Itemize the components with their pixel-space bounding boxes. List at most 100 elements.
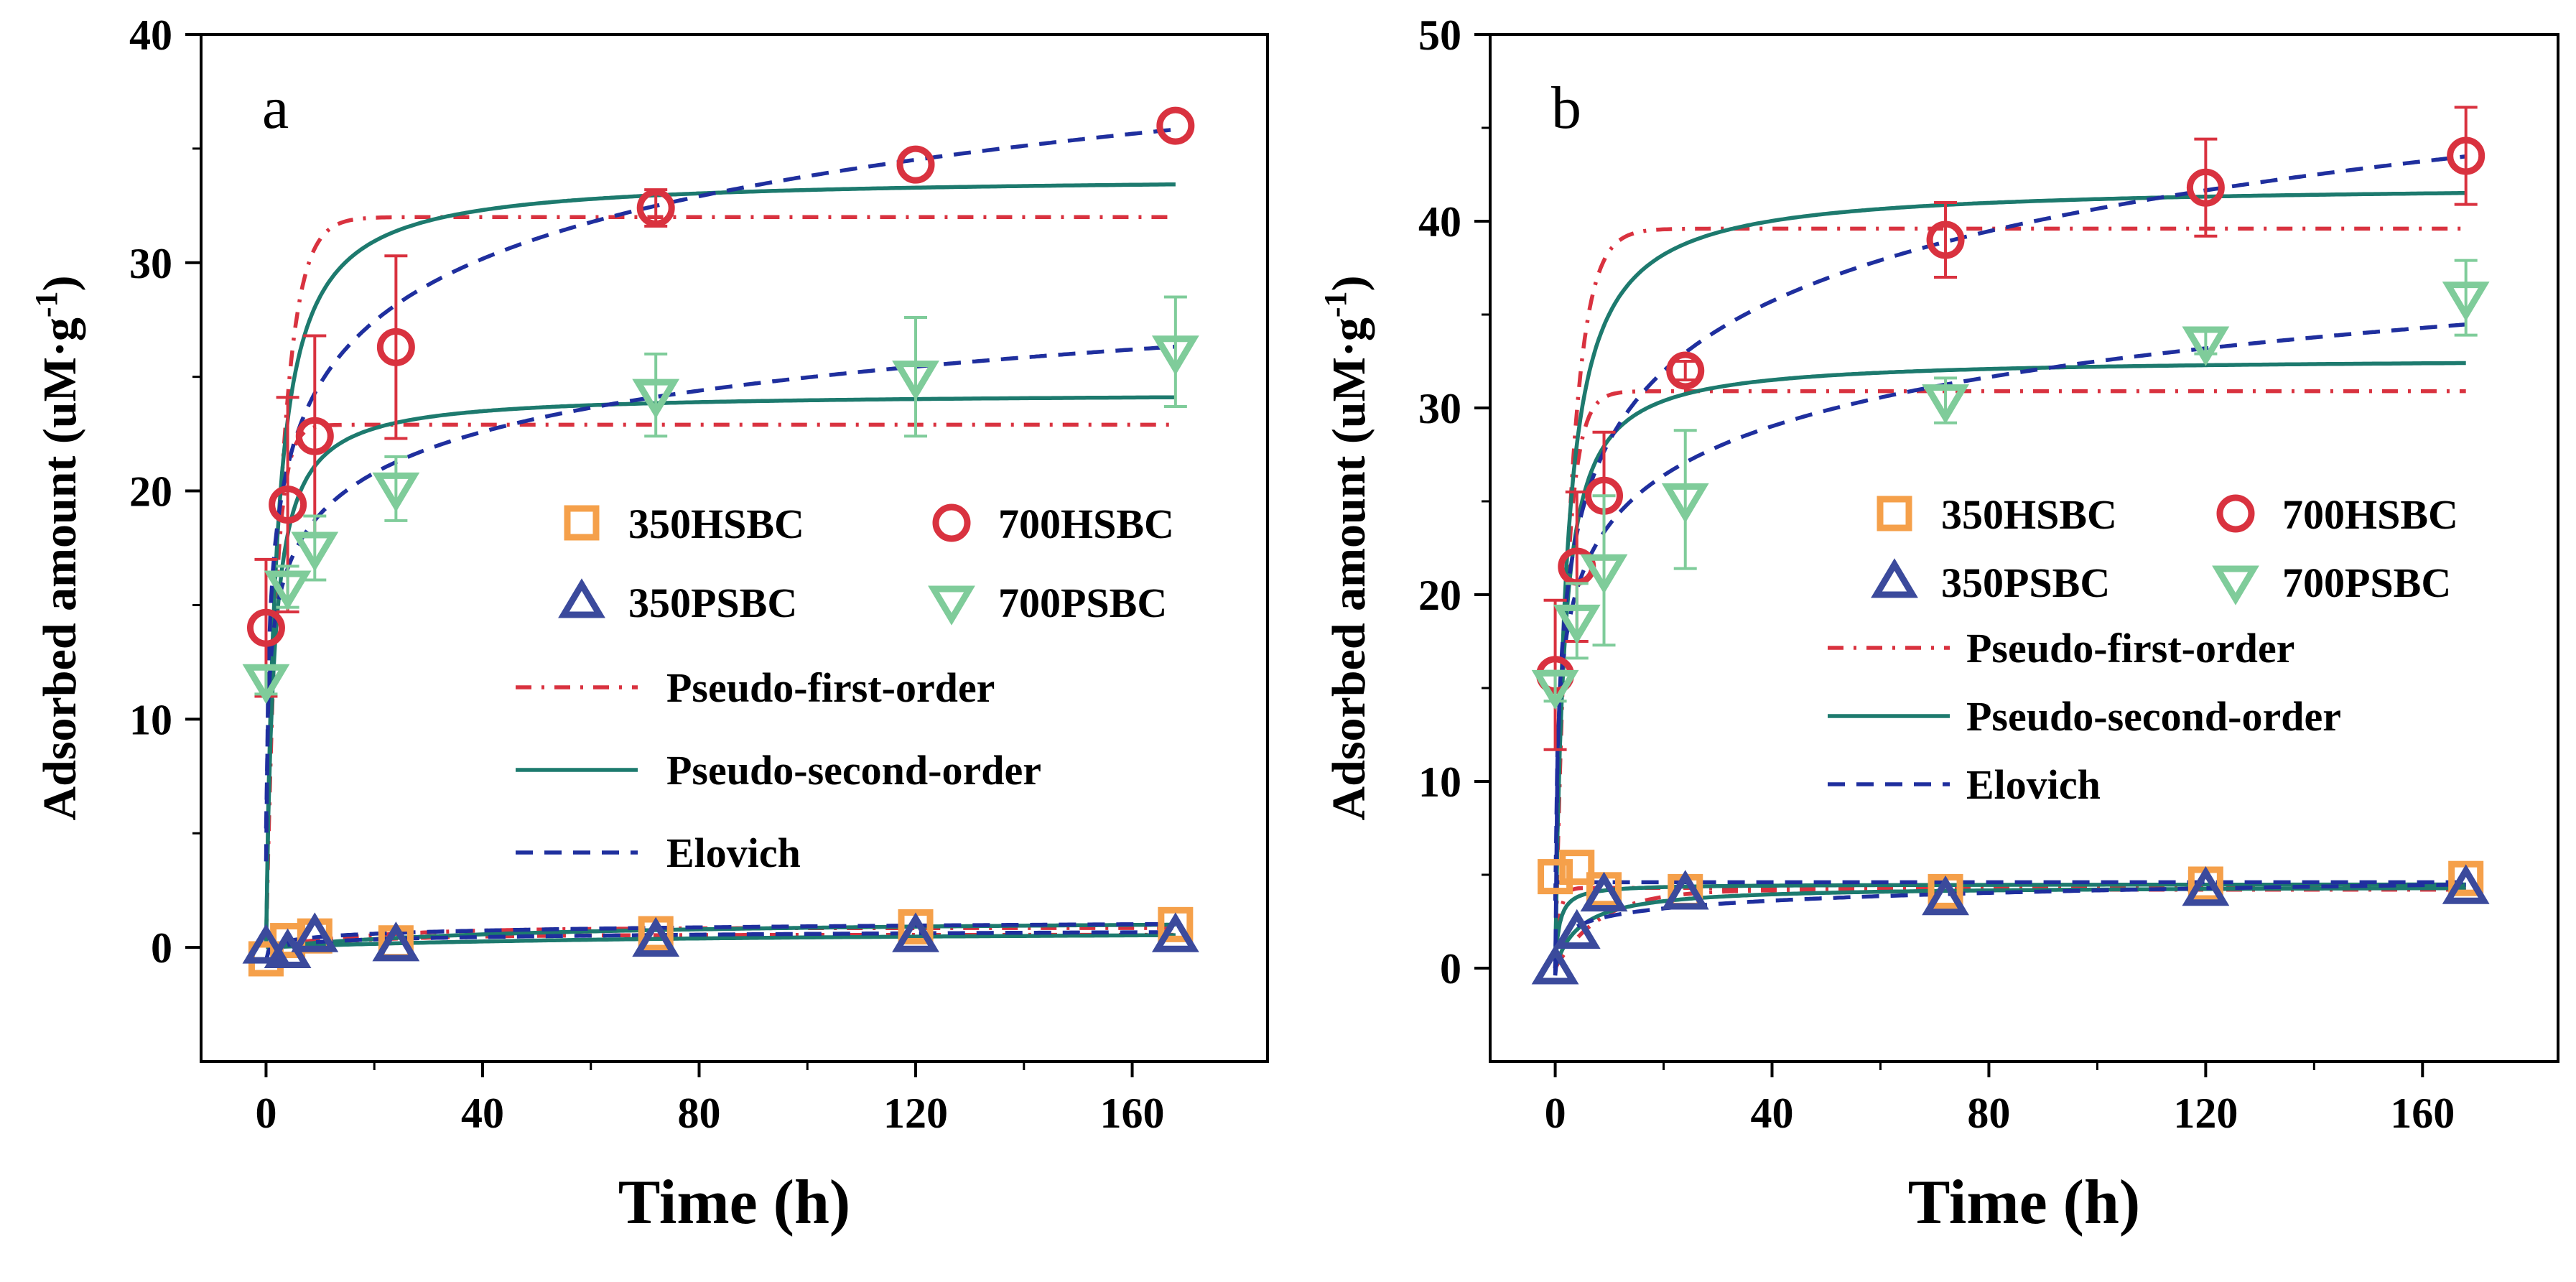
chart-a-pfo-curve-350HSBC bbox=[264, 215, 1176, 948]
chart-b-xtick-label: 160 bbox=[2390, 1090, 2455, 1137]
chart-b-point-700PSBC bbox=[1553, 604, 1601, 645]
chart-b-point-700PSBC bbox=[1531, 669, 1579, 710]
chart-b-xtick-label: 80 bbox=[1967, 1090, 2010, 1137]
chart-a-ytick-label: 0 bbox=[151, 924, 172, 972]
chart-a-series-350PSBC bbox=[242, 912, 1199, 968]
chart-b-pso-curve-700PSBC bbox=[1553, 361, 2466, 969]
chart-b-point-350HSBC bbox=[2448, 860, 2484, 896]
chart-a-series-700HSBC bbox=[246, 106, 1195, 698]
chart-b-ytick-label: 0 bbox=[1440, 945, 1461, 993]
chart-a-series-700PSBC bbox=[242, 295, 1199, 705]
chart-a-legend-line-label: Pseudo-second-order bbox=[666, 747, 1041, 794]
chart-a-point-700PSBC bbox=[372, 472, 420, 513]
chart-a-ytick-label: 10 bbox=[129, 696, 172, 743]
chart-a-xtick-label: 120 bbox=[883, 1090, 948, 1137]
chart-b-point-700PSBC bbox=[2182, 326, 2230, 366]
chart-a-frame bbox=[200, 33, 1269, 1063]
chart-b-legend-label: 700PSBC bbox=[2282, 559, 2451, 606]
chart-a-point-700HSBC bbox=[1156, 106, 1195, 145]
chart-a-point-700PSBC bbox=[632, 378, 680, 419]
chart-b-elovich-curve-700PSBC bbox=[1553, 322, 2466, 901]
chart-a-xlabel: Time (h) bbox=[618, 1168, 850, 1237]
chart-a-point-350PSBC bbox=[892, 912, 939, 952]
chart-b-ytick-label: 40 bbox=[1418, 198, 1461, 246]
chart-a-ytick-label: 20 bbox=[129, 468, 172, 516]
chart-a-point-350PSBC bbox=[291, 912, 339, 952]
chart-b-pfo-curve-700PSBC bbox=[1553, 389, 2466, 969]
chart-b-point-350PSBC bbox=[1661, 870, 1709, 910]
chart-b-pso-curve-700HSBC bbox=[1553, 190, 2466, 969]
chart-a-point-700HSBC bbox=[295, 417, 334, 455]
chart-a-elovich-curve-350HSBC bbox=[264, 127, 1176, 862]
chart-a-legend-label: 700PSBC bbox=[998, 580, 1167, 626]
chart-a-ytick-label: 40 bbox=[129, 11, 172, 59]
chart-a-point-700PSBC bbox=[892, 361, 939, 401]
chart-a-point-350PSBC bbox=[372, 921, 420, 962]
chart-a-point-700HSBC bbox=[636, 189, 675, 228]
chart-b-point-350PSBC bbox=[1531, 944, 1579, 985]
chart-b-point-700PSBC bbox=[2442, 282, 2490, 322]
chart-b-point-700PSBC bbox=[1922, 384, 1969, 424]
chart-b-point-700PSBC bbox=[1580, 554, 1628, 594]
chart-a-point-350PSBC bbox=[1151, 912, 1199, 952]
chart-a-point-700PSBC bbox=[1151, 335, 1199, 376]
chart-a-pso-curve-700PSBC bbox=[266, 933, 1176, 949]
chart-a-point-700HSBC bbox=[376, 328, 415, 366]
chart-b-point-350HSBC bbox=[1538, 859, 1573, 895]
chart-b-series-350HSBC bbox=[1538, 850, 2484, 909]
chart-b-point-700HSBC bbox=[1926, 220, 1965, 259]
chart-b-point-700PSBC bbox=[1661, 483, 1709, 524]
chart-a-legend: 350HSBC 700HSBC 350PSBC 700PSBCPseudo-first… bbox=[516, 501, 1174, 876]
chart-b-legend-label: 700HSBC bbox=[2282, 491, 2458, 538]
chart-a-elovich-curve-700PSBC bbox=[264, 930, 1176, 961]
chart-a-legend-label: 350PSBC bbox=[628, 580, 797, 626]
chart-b: 0 40 80 120 160 0 10 20 30 40 50 Time (h) Adsorbed a… bbox=[1318, 11, 2559, 1237]
chart-b-legend-marker-350PSBC bbox=[1871, 558, 1918, 598]
chart-a-legend-label: 350HSBC bbox=[628, 501, 804, 547]
chart-b-xtick-label: 120 bbox=[2173, 1090, 2238, 1137]
chart-b-point-700HSBC bbox=[1666, 351, 1705, 390]
chart-b-legend-line-label: Elovich bbox=[1966, 761, 2101, 808]
chart-b-xtick-label: 40 bbox=[1751, 1090, 1794, 1137]
chart-b-legend-marker-350HSBC bbox=[1877, 496, 1912, 531]
chart-b-pso-curve-350HSBC bbox=[1553, 882, 2466, 969]
chart-a-legend-marker-700HSBC bbox=[932, 503, 971, 542]
chart-b-point-350PSBC bbox=[2182, 866, 2230, 906]
chart-a-ytick-label: 30 bbox=[129, 240, 172, 287]
chart-b-ytick-label: 10 bbox=[1418, 758, 1461, 806]
chart-b-ytick-label: 50 bbox=[1418, 11, 1461, 59]
chart-a-pso-curve-700HSBC bbox=[264, 395, 1176, 948]
chart-a-pfo-curve-700HSBC bbox=[264, 422, 1176, 948]
chart-a-point-350PSBC bbox=[242, 924, 290, 964]
chart-a-point-700HSBC bbox=[246, 608, 285, 647]
chart-a-legend-marker-350HSBC bbox=[564, 505, 600, 541]
chart-a-legend-line-label: Elovich bbox=[666, 830, 801, 876]
chart-a-xtick-label: 0 bbox=[255, 1090, 276, 1137]
chart-a-ylabel: Adsorbed amount (uM·g-1) bbox=[29, 275, 86, 820]
chart-b-legend-line-label: Pseudo-second-order bbox=[1966, 693, 2341, 740]
chart-a-point-700PSBC bbox=[264, 570, 312, 610]
chart-b-panel-label: b bbox=[1551, 75, 1581, 141]
chart-a-point-350HSBC bbox=[1158, 906, 1194, 942]
chart-b-series-350PSBC bbox=[1531, 864, 2490, 985]
chart-b-point-700HSBC bbox=[2186, 168, 2225, 207]
chart-a-elovich-curve-700HSBC bbox=[264, 344, 1176, 829]
chart-b-ylabel: Adsorbed amount (uM·g-1) bbox=[1318, 275, 1375, 820]
chart-b-point-700HSBC bbox=[2447, 136, 2486, 175]
chart-b-pfo-curve-350PSBC bbox=[1553, 888, 2466, 970]
chart-a-point-700PSBC bbox=[291, 531, 339, 572]
chart-b-legend-label: 350PSBC bbox=[1941, 559, 2110, 606]
chart-b-xtick-label: 0 bbox=[1545, 1090, 1566, 1137]
chart-b-legend: 350HSBC 700HSBC 350PSBC 700PSBC Pseudo-first… bbox=[1828, 491, 2458, 808]
chart-b-pso-curve-350PSBC bbox=[1553, 886, 2466, 969]
chart-a-xtick-label: 160 bbox=[1100, 1090, 1165, 1137]
chart-b-ytick-label: 20 bbox=[1418, 572, 1461, 619]
chart-b-frame bbox=[1489, 33, 2559, 1063]
chart-b-point-350HSBC bbox=[1559, 850, 1595, 886]
chart-b-series-700PSBC bbox=[1531, 259, 2490, 710]
chart-b-ytick-label: 30 bbox=[1418, 385, 1461, 432]
chart-a-point-350PSBC bbox=[632, 916, 680, 957]
chart-a-point-700PSBC bbox=[242, 664, 290, 705]
chart-b-pfo-curve-700HSBC bbox=[1553, 226, 2466, 969]
